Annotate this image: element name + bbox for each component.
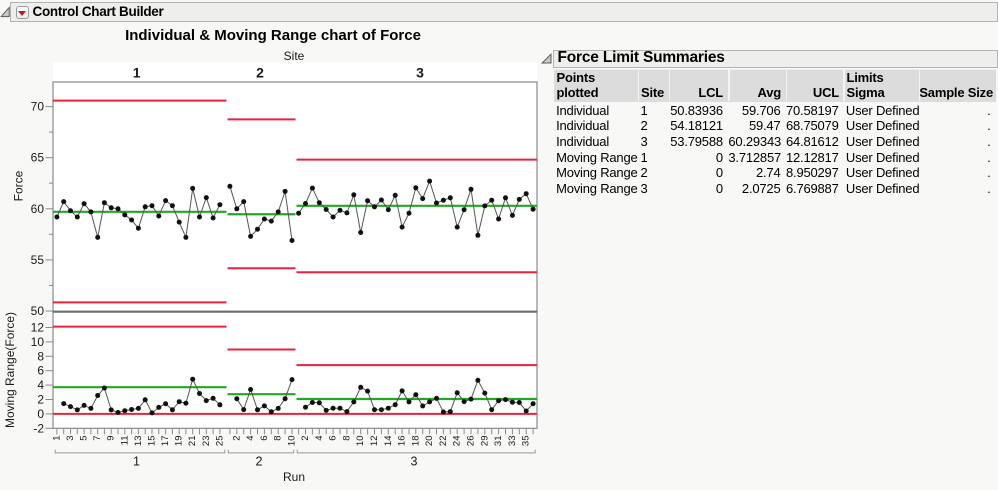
svg-text:7: 7 — [92, 436, 103, 441]
svg-text:5: 5 — [79, 436, 90, 441]
svg-text:35: 35 — [521, 436, 532, 447]
svg-text:25: 25 — [214, 436, 225, 447]
svg-text:16: 16 — [397, 436, 408, 447]
svg-text:2: 2 — [231, 436, 242, 441]
svg-text:4: 4 — [245, 436, 256, 441]
svg-text:23: 23 — [201, 436, 212, 447]
svg-text:29: 29 — [479, 436, 490, 447]
svg-text:8: 8 — [341, 436, 352, 441]
svg-text:50: 50 — [31, 304, 45, 318]
svg-text:1: 1 — [133, 455, 140, 469]
svg-text:17: 17 — [160, 436, 171, 447]
svg-text:3: 3 — [416, 65, 424, 81]
svg-text:14: 14 — [383, 436, 394, 447]
svg-text:Individual & Moving Range char: Individual & Moving Range chart of Force — [125, 27, 421, 44]
svg-text:13: 13 — [133, 436, 144, 447]
svg-text:33: 33 — [507, 436, 518, 447]
svg-text:22: 22 — [438, 436, 449, 447]
svg-text:8: 8 — [37, 349, 44, 363]
svg-text:31: 31 — [493, 436, 504, 447]
svg-text:2: 2 — [37, 393, 44, 407]
svg-text:55: 55 — [31, 253, 45, 267]
svg-text:12: 12 — [369, 436, 380, 447]
svg-text:1: 1 — [133, 65, 141, 81]
svg-text:15: 15 — [147, 436, 158, 447]
svg-text:18: 18 — [410, 436, 421, 447]
svg-text:10: 10 — [31, 335, 45, 349]
svg-text:Site: Site — [284, 49, 305, 63]
svg-text:6: 6 — [259, 436, 270, 441]
svg-text:6: 6 — [328, 436, 339, 441]
svg-text:60: 60 — [31, 202, 45, 216]
svg-text:65: 65 — [31, 151, 45, 165]
svg-text:10: 10 — [287, 436, 298, 447]
svg-text:11: 11 — [119, 436, 130, 446]
svg-text:21: 21 — [187, 436, 198, 447]
svg-text:3: 3 — [65, 436, 76, 441]
svg-text:26: 26 — [466, 436, 477, 447]
svg-text:Run: Run — [283, 470, 305, 484]
svg-text:0: 0 — [37, 407, 44, 421]
svg-text:2: 2 — [300, 436, 311, 441]
svg-text:12: 12 — [31, 321, 45, 335]
svg-text:19: 19 — [174, 436, 185, 447]
svg-text:70: 70 — [31, 100, 45, 114]
svg-text:1: 1 — [51, 436, 62, 441]
svg-text:4: 4 — [314, 436, 325, 441]
svg-text:6: 6 — [37, 364, 44, 378]
svg-text:Moving Range(Force): Moving Range(Force) — [3, 312, 17, 428]
svg-text:20: 20 — [424, 436, 435, 447]
svg-text:4: 4 — [37, 378, 44, 392]
svg-text:24: 24 — [452, 436, 463, 447]
svg-text:10: 10 — [355, 436, 366, 447]
svg-text:3: 3 — [411, 455, 418, 469]
svg-text:2: 2 — [256, 65, 264, 81]
svg-text:2: 2 — [256, 455, 263, 469]
svg-text:-2: -2 — [33, 421, 44, 435]
svg-text:9: 9 — [106, 436, 117, 441]
svg-text:8: 8 — [273, 436, 284, 441]
svg-text:Force: Force — [12, 170, 26, 201]
